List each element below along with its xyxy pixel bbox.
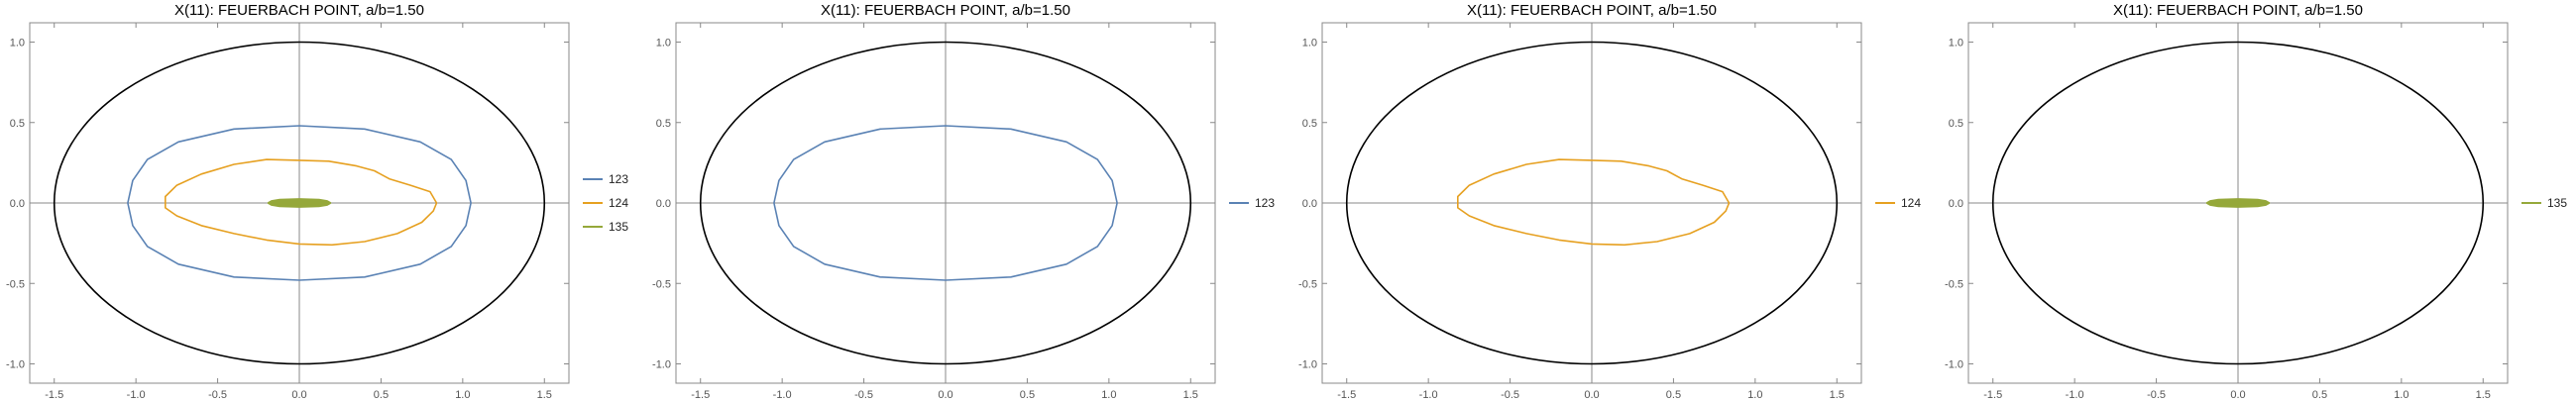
x-tick-label: 0.0	[291, 389, 306, 401]
series-curve-124	[165, 158, 438, 247]
x-tick-label: 1.5	[1183, 389, 1198, 401]
y-tick-label: 0.0	[1302, 198, 1317, 210]
x-tick-label: -1.5	[45, 389, 63, 401]
x-tick-label: 0.5	[1666, 389, 1681, 401]
x-tick-label: -1.5	[1983, 389, 2002, 401]
series-curve-123	[127, 125, 472, 281]
x-tick-label: -1.5	[691, 389, 710, 401]
legend-label: 135	[2547, 196, 2567, 210]
y-tick-label: -1.0	[1945, 359, 1963, 371]
x-tick-label: -1.5	[1337, 389, 1356, 401]
x-tick-label: -0.5	[1501, 389, 1519, 401]
y-tick-label: -1.0	[1298, 359, 1317, 371]
x-tick-label: -1.0	[773, 389, 792, 401]
y-tick-label: -0.5	[1945, 278, 1963, 290]
y-tick-label: 1.0	[1302, 38, 1317, 50]
legend-label: 123	[609, 172, 628, 186]
legend-label: 124	[1901, 196, 1921, 210]
y-tick-label: 0.0	[10, 198, 25, 210]
x-tick-label: 0.0	[2230, 389, 2245, 401]
x-tick-label: 1.5	[1830, 389, 1845, 401]
y-tick-label: 0.5	[1302, 118, 1317, 130]
chart-panel-2: -1.5 -1.0 -0.5 0.0 0.5 1.0 1.5 -1.0 -0.5 0.0 0.5 1.…	[652, 2, 1275, 401]
x-tick-label: 1.5	[537, 389, 552, 401]
series-curve-123	[773, 125, 1118, 281]
x-tick-label: -1.0	[127, 389, 146, 401]
series-curve-135	[267, 198, 332, 208]
chart-panel-3: -1.5 -1.0 -0.5 0.0 0.5 1.0 1.5 -1.0 -0.5 0.0 0.5 1.…	[1298, 2, 1921, 401]
y-tick-label: 1.0	[656, 38, 671, 50]
legend-label: 135	[609, 220, 628, 234]
y-tick-label: 1.0	[10, 38, 25, 50]
legend-label: 124	[609, 196, 628, 210]
chart-title: X(11): FEUERBACH POINT, a/b=1.50	[2113, 2, 2363, 19]
y-tick-label: 1.0	[1949, 38, 1963, 50]
outer-ellipse	[1345, 41, 1839, 365]
x-tick-label: 1.0	[2394, 389, 2408, 401]
chart-panel-1: -1.5 -1.0 -0.5 0.0 0.5 1.0 1.5 -1.0 -0.5 0.0 0.5 1.…	[6, 2, 628, 401]
x-tick-label: 0.5	[2312, 389, 2327, 401]
x-tick-label: -0.5	[208, 389, 227, 401]
outer-ellipse	[699, 41, 1192, 365]
x-tick-label: 0.5	[374, 389, 389, 401]
series-curve-135	[2205, 198, 2271, 208]
y-tick-label: -0.5	[6, 278, 25, 290]
outer-ellipse	[53, 41, 546, 365]
x-tick-label: 1.0	[1747, 389, 1762, 401]
x-tick-label: -0.5	[2147, 389, 2166, 401]
chart-title: X(11): FEUERBACH POINT, a/b=1.50	[174, 2, 424, 19]
y-tick-label: 0.5	[656, 118, 671, 130]
x-tick-label: -1.0	[1419, 389, 1438, 401]
chart-title: X(11): FEUERBACH POINT, a/b=1.50	[1467, 2, 1717, 19]
x-tick-label: 1.0	[1101, 389, 1116, 401]
legend-label: 123	[1255, 196, 1275, 210]
chart-panel-4: -1.5 -1.0 -0.5 0.0 0.5 1.0 1.5 -1.0 -0.5 0.0 0.5 1.…	[1945, 2, 2567, 401]
y-tick-label: -1.0	[652, 359, 671, 371]
x-tick-label: -0.5	[854, 389, 873, 401]
y-tick-label: 0.5	[10, 118, 25, 130]
x-tick-label: 1.0	[455, 389, 470, 401]
x-tick-label: 0.0	[1584, 389, 1599, 401]
y-tick-label: 0.0	[656, 198, 671, 210]
chart-title: X(11): FEUERBACH POINT, a/b=1.50	[821, 2, 1070, 19]
x-tick-label: -1.0	[2066, 389, 2084, 401]
y-tick-label: -1.0	[6, 359, 25, 371]
x-tick-label: 0.5	[1020, 389, 1035, 401]
outer-ellipse	[1991, 41, 2485, 365]
series-curve-124	[1457, 158, 1731, 247]
y-tick-label: -0.5	[652, 278, 671, 290]
y-tick-label: -0.5	[1298, 278, 1317, 290]
x-tick-label: 0.0	[938, 389, 952, 401]
y-tick-label: 0.0	[1949, 198, 1963, 210]
y-tick-label: 0.5	[1949, 118, 1963, 130]
x-tick-label: 1.5	[2476, 389, 2491, 401]
